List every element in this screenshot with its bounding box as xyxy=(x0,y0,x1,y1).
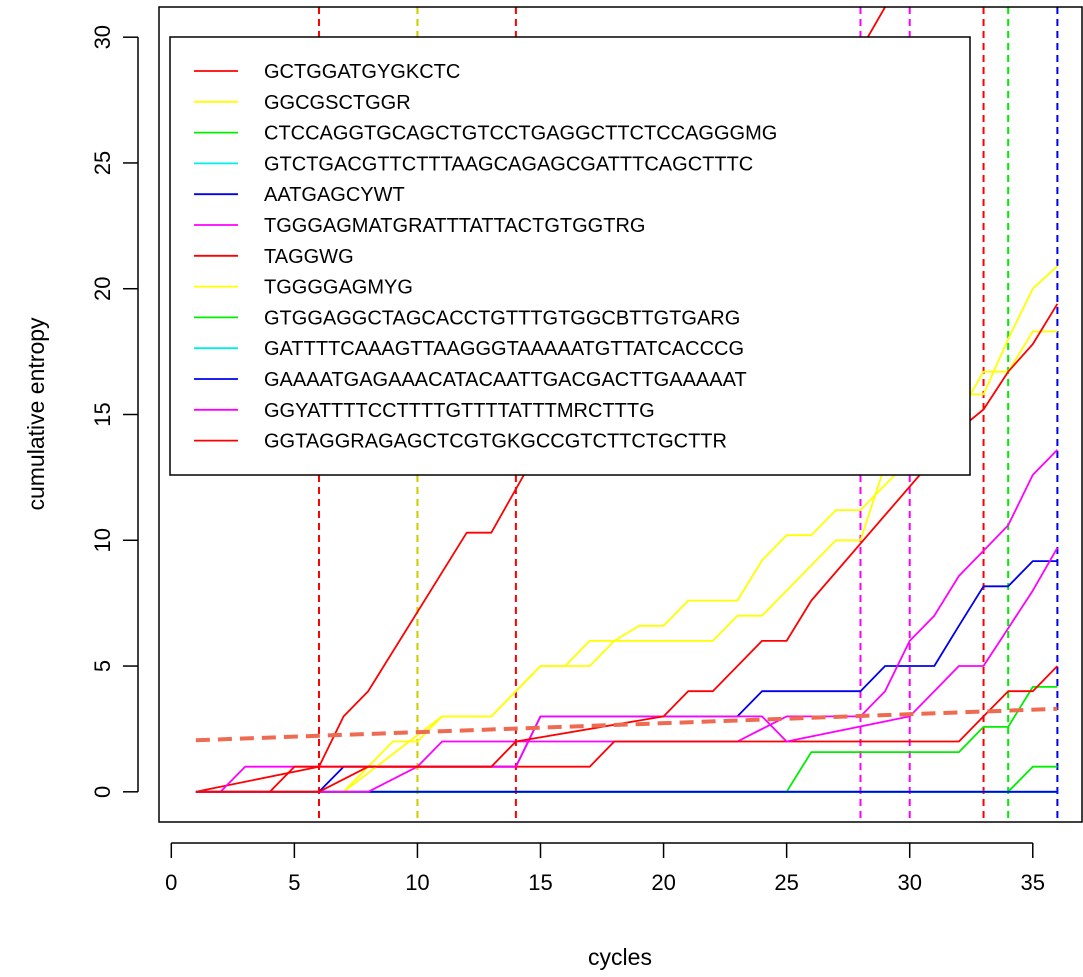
trend-line-group xyxy=(195,706,1058,743)
legend-label-10: GAAAATGAGAAACATACAATTGACGACTTGAAAAAT xyxy=(264,369,747,391)
legend-label-4: AATGAGCYWT xyxy=(264,184,405,206)
trend-line xyxy=(195,706,1058,743)
legend-label-3: GTCTGACGTTCTTTAAGCAGAGCGATTTCAGCTTTC xyxy=(264,153,753,175)
x-tick-label-0: 0 xyxy=(165,870,177,895)
legend-label-7: TGGGGAGMYG xyxy=(264,277,413,299)
y-axis: 0 5 10 15 20 25 30 xyxy=(90,25,139,798)
series-line-12-ggtaggragagctcgtgkgccgtc xyxy=(195,303,1059,793)
legend-label-2: CTCCAGGTGCAGCTGTCCTGAGGCTTCTCCAGGGMG xyxy=(264,123,777,145)
series-lines xyxy=(195,7,1059,793)
x-tick-label-20: 20 xyxy=(651,870,675,895)
series-line-5-tgggagmatgratttattactgtg xyxy=(195,449,1059,793)
x-tick-label-15: 15 xyxy=(528,870,552,895)
series-line-6-taggwg xyxy=(195,665,1059,793)
legend-label-1: GGCGSCTGGR xyxy=(264,92,411,114)
x-axis-title: cycles xyxy=(588,944,652,970)
legend-label-5: TGGGAGMATGRATTTATTACTGTGGTRG xyxy=(264,215,645,237)
legend-label-6: TAGGWG xyxy=(264,246,354,268)
series-line-2-ctccaggtgcagctgtcctgaggc xyxy=(195,686,1058,793)
y-tick-label-25: 25 xyxy=(90,151,115,175)
legend-label-0: GCTGGATGYGKCTC xyxy=(264,61,460,83)
y-tick-label-5: 5 xyxy=(90,660,115,672)
legend-label-11: GGYATTTTCCTTTTGTTTTATTTMRCTTTG xyxy=(264,400,655,422)
x-tick-label-25: 25 xyxy=(774,870,798,895)
legend-label-8: GTGGAGGCTAGCACCTGTTTGTGGCBTTGTGARG xyxy=(264,307,740,329)
y-tick-label-15: 15 xyxy=(90,402,115,426)
legend-label-12: GGTAGGRAGAGCTCGTGKGCCGTCTTCTGCTTR xyxy=(264,431,727,453)
y-axis-title: cumulative entropy xyxy=(23,317,49,511)
x-tick-label-10: 10 xyxy=(405,870,429,895)
series-line-4-aatgagcywt xyxy=(195,560,1058,793)
y-tick-label-30: 30 xyxy=(90,25,115,49)
y-tick-label-0: 0 xyxy=(90,786,115,798)
legend-label-9: GATTTTCAAAGTTAAGGGTAAAAATGTTATCACCCG xyxy=(264,338,744,360)
x-tick-label-30: 30 xyxy=(897,870,921,895)
legend: GCTGGATGYGKCTC GGCGSCTGGR CTCCAGGTGCAGCTGT… xyxy=(169,36,971,476)
x-tick-label-35: 35 xyxy=(1021,870,1045,895)
x-tick-label-5: 5 xyxy=(288,870,300,895)
y-tick-label-10: 10 xyxy=(90,528,115,552)
y-tick-label-20: 20 xyxy=(90,276,115,300)
legend-box xyxy=(169,36,971,476)
plot-frame xyxy=(158,6,1083,823)
x-axis: 0 5 10 15 20 25 30 35 xyxy=(165,842,1045,895)
